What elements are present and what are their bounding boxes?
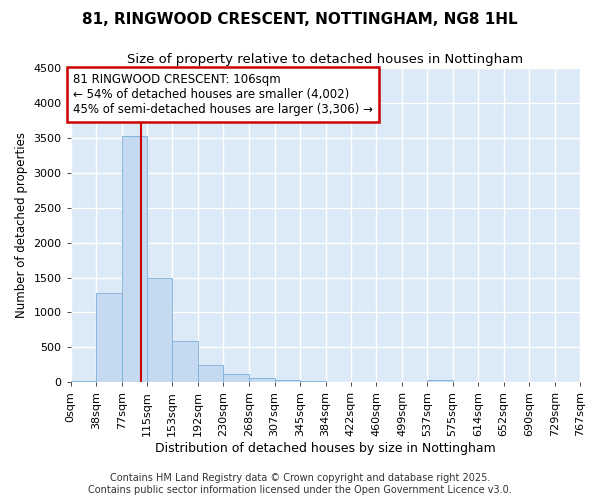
Bar xyxy=(147,278,172,382)
Bar xyxy=(275,380,300,382)
Bar xyxy=(71,380,96,382)
Bar xyxy=(122,136,147,382)
Bar xyxy=(300,381,326,382)
Bar xyxy=(427,380,452,382)
Text: Contains HM Land Registry data © Crown copyright and database right 2025.
Contai: Contains HM Land Registry data © Crown c… xyxy=(88,474,512,495)
Bar xyxy=(198,365,223,382)
Bar xyxy=(172,341,198,382)
Y-axis label: Number of detached properties: Number of detached properties xyxy=(15,132,28,318)
Title: Size of property relative to detached houses in Nottingham: Size of property relative to detached ho… xyxy=(127,52,523,66)
Text: 81 RINGWOOD CRESCENT: 106sqm
← 54% of detached houses are smaller (4,002)
45% of: 81 RINGWOOD CRESCENT: 106sqm ← 54% of de… xyxy=(73,73,373,116)
X-axis label: Distribution of detached houses by size in Nottingham: Distribution of detached houses by size … xyxy=(155,442,496,455)
Bar xyxy=(223,374,248,382)
Bar xyxy=(96,293,122,382)
Bar xyxy=(248,378,275,382)
Text: 81, RINGWOOD CRESCENT, NOTTINGHAM, NG8 1HL: 81, RINGWOOD CRESCENT, NOTTINGHAM, NG8 1… xyxy=(82,12,518,28)
